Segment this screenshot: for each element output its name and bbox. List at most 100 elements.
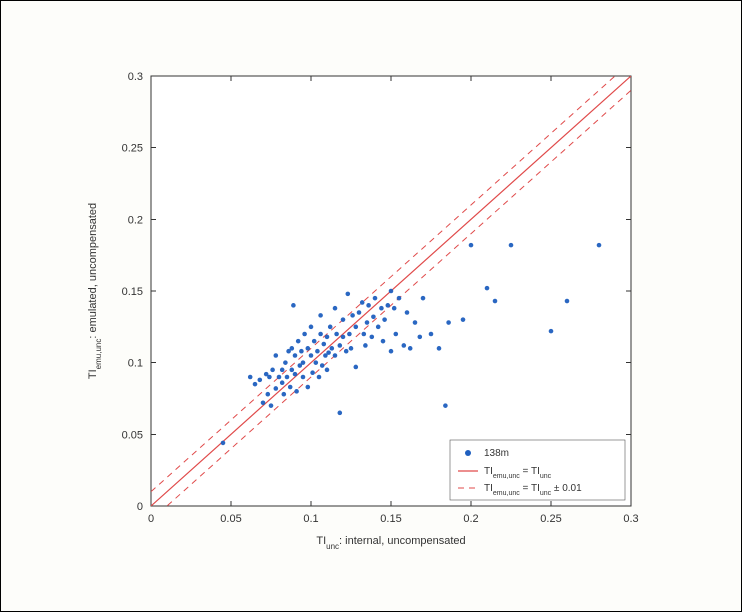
x-tick-label: 0.2 bbox=[463, 513, 478, 525]
data-point bbox=[270, 368, 275, 373]
x-tick-label: 0.15 bbox=[380, 513, 401, 525]
data-point bbox=[397, 296, 402, 301]
data-point bbox=[405, 310, 410, 315]
data-point bbox=[338, 411, 343, 416]
x-tick-label: 0.25 bbox=[540, 513, 561, 525]
data-point bbox=[402, 343, 407, 348]
data-point bbox=[267, 375, 272, 380]
data-point bbox=[346, 292, 351, 297]
data-point bbox=[429, 332, 434, 337]
data-point bbox=[293, 353, 298, 358]
data-point bbox=[285, 375, 290, 380]
data-point bbox=[389, 289, 394, 294]
x-tick-label: 0.3 bbox=[623, 513, 638, 525]
scatter-chart: 00.050.10.150.20.250.300.050.10.150.20.2… bbox=[61, 46, 681, 566]
data-point bbox=[290, 346, 295, 351]
y-tick-label: 0.3 bbox=[128, 71, 143, 83]
data-point bbox=[269, 403, 274, 408]
y-tick-label: 0.2 bbox=[128, 214, 143, 226]
data-point bbox=[248, 375, 253, 380]
data-point bbox=[318, 332, 323, 337]
x-axis-label: TIunc: internal, uncompensated bbox=[316, 535, 465, 551]
data-point bbox=[282, 392, 287, 397]
data-point bbox=[312, 339, 317, 344]
data-point bbox=[370, 335, 375, 340]
data-point bbox=[354, 365, 359, 370]
x-tick-label: 0.05 bbox=[220, 513, 241, 525]
data-point bbox=[373, 296, 378, 301]
data-point bbox=[371, 315, 376, 320]
data-point bbox=[299, 349, 304, 354]
data-point bbox=[309, 353, 314, 358]
data-point bbox=[362, 332, 367, 337]
data-point bbox=[344, 349, 349, 354]
data-point bbox=[376, 325, 381, 330]
data-point bbox=[274, 386, 279, 391]
legend: 138mTIemu,unc = TIuncTIemu,unc = TIunc ±… bbox=[450, 440, 625, 500]
data-point bbox=[310, 370, 315, 375]
data-point bbox=[338, 343, 343, 348]
data-point bbox=[317, 375, 322, 380]
data-point bbox=[421, 296, 426, 301]
data-point bbox=[493, 299, 498, 304]
data-point bbox=[443, 403, 448, 408]
data-point bbox=[322, 342, 327, 347]
data-point bbox=[320, 363, 325, 368]
data-point bbox=[341, 317, 346, 322]
data-point bbox=[386, 303, 391, 308]
data-point bbox=[413, 320, 418, 325]
data-point bbox=[549, 329, 554, 334]
data-point bbox=[446, 320, 451, 325]
data-point bbox=[357, 310, 362, 315]
data-point bbox=[461, 317, 466, 322]
y-axis-label: TIemu,unc: emulated, uncompensated bbox=[87, 203, 103, 379]
data-point bbox=[293, 372, 298, 377]
data-point bbox=[469, 243, 474, 248]
data-point bbox=[333, 306, 338, 311]
data-point bbox=[301, 360, 306, 365]
data-point bbox=[258, 378, 263, 383]
data-point bbox=[280, 380, 285, 385]
x-tick-label: 0 bbox=[148, 513, 154, 525]
data-point bbox=[381, 339, 386, 344]
data-point bbox=[261, 401, 266, 406]
data-point bbox=[408, 346, 413, 351]
data-point bbox=[379, 306, 384, 311]
y-tick-label: 0.05 bbox=[122, 429, 143, 441]
data-point bbox=[360, 300, 365, 305]
data-point bbox=[274, 353, 279, 358]
data-point bbox=[325, 368, 330, 373]
data-point bbox=[315, 349, 320, 354]
x-tick-label: 0.1 bbox=[303, 513, 318, 525]
data-point bbox=[306, 346, 311, 351]
data-point bbox=[382, 317, 387, 322]
y-tick-label: 0 bbox=[137, 501, 143, 513]
data-point bbox=[306, 385, 311, 390]
data-point bbox=[253, 382, 258, 387]
data-point bbox=[301, 375, 306, 380]
chart-container: 00.050.10.150.20.250.300.050.10.150.20.2… bbox=[61, 46, 681, 566]
data-point bbox=[354, 325, 359, 330]
data-point bbox=[366, 303, 371, 308]
data-point bbox=[392, 306, 397, 311]
y-tick-label: 0.15 bbox=[122, 286, 143, 298]
data-point bbox=[280, 368, 285, 373]
data-point bbox=[291, 303, 296, 308]
data-point bbox=[363, 343, 368, 348]
y-tick-label: 0.1 bbox=[128, 358, 143, 370]
data-point bbox=[277, 375, 282, 380]
data-point bbox=[325, 335, 330, 340]
data-point bbox=[389, 349, 394, 354]
data-point bbox=[565, 299, 570, 304]
data-point bbox=[283, 360, 288, 365]
data-point bbox=[266, 392, 271, 397]
data-point bbox=[597, 243, 602, 248]
data-point bbox=[485, 286, 490, 291]
data-point bbox=[314, 360, 319, 365]
data-point bbox=[290, 368, 295, 373]
data-point bbox=[326, 350, 331, 355]
data-point bbox=[350, 313, 355, 318]
data-point bbox=[221, 441, 226, 446]
data-point bbox=[349, 346, 354, 351]
figure-frame: 00.050.10.150.20.250.300.050.10.150.20.2… bbox=[0, 0, 742, 612]
